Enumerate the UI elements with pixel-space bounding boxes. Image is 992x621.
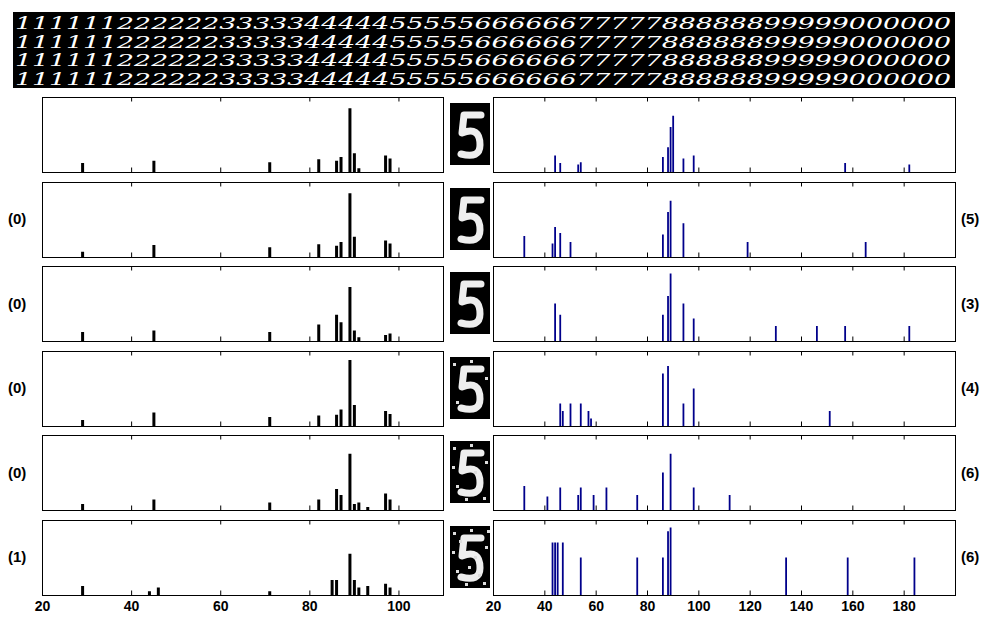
svg-text:60: 60 (588, 598, 604, 614)
svg-text:111111222222333334444455555666: 1111112222223333344444555556666667777788… (15, 32, 951, 52)
html-text:(3): (3) (961, 294, 980, 312)
svg-text:20: 20 (35, 598, 51, 614)
html-text:(0): (0) (8, 379, 27, 396)
svg-text:20: 20 (486, 598, 502, 614)
html-text:(1): (1) (8, 548, 27, 565)
svg-text:40: 40 (124, 598, 140, 614)
svg-text:40: 40 (537, 598, 553, 614)
svg-text:180: 180 (892, 598, 916, 614)
svg-text:140: 140 (790, 598, 814, 614)
html-text:(5): (5) (961, 210, 980, 227)
svg-text:111111222222333334444455555666: 1111112222223333344444555556666667777788… (15, 69, 951, 89)
html-text:(6): (6) (961, 548, 980, 565)
html-text:(4): (4) (961, 379, 980, 396)
svg-text:111111222222333334444455555666: 1111112222223333344444555556666667777788… (15, 13, 951, 33)
svg-text:80: 80 (640, 598, 656, 614)
svg-text:160: 160 (841, 598, 865, 614)
html-text:(0): (0) (8, 294, 27, 312)
svg-text:100: 100 (687, 598, 711, 614)
html-text:(6): (6) (961, 463, 980, 481)
svg-text:60: 60 (213, 598, 229, 614)
html-text:(0): (0) (8, 463, 27, 481)
svg-text:120: 120 (738, 598, 762, 614)
svg-text:111111222222333334444455555666: 1111112222223333344444555556666667777788… (15, 50, 951, 70)
svg-text:100: 100 (387, 598, 411, 614)
svg-text:80: 80 (302, 598, 318, 614)
html-text:(0): (0) (8, 210, 27, 227)
